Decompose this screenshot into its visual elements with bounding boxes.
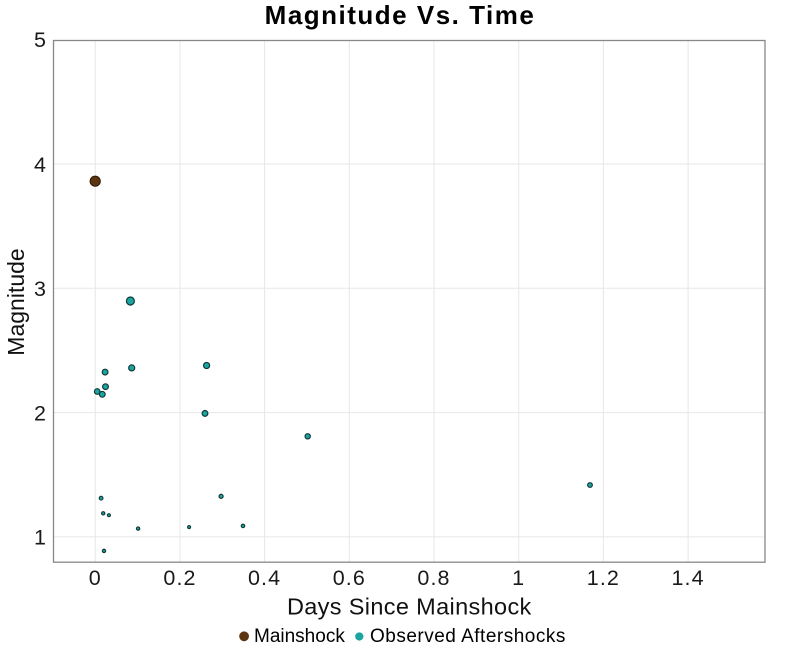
svg-text:Observed Aftershocks: Observed Aftershocks: [370, 626, 566, 647]
svg-text:Magnitude: Magnitude: [3, 248, 29, 355]
svg-text:0: 0: [89, 566, 102, 590]
svg-text:2: 2: [34, 401, 46, 425]
svg-text:0.4: 0.4: [248, 566, 281, 590]
svg-text:1.2: 1.2: [587, 566, 620, 590]
svg-text:Days Since Mainshock: Days Since Mainshock: [287, 594, 532, 620]
svg-text:0.2: 0.2: [163, 566, 196, 590]
svg-text:Magnitude Vs. Time: Magnitude Vs. Time: [265, 0, 536, 30]
svg-text:1: 1: [512, 566, 525, 590]
svg-text:1: 1: [34, 526, 46, 550]
svg-text:1.4: 1.4: [671, 566, 704, 590]
svg-text:5: 5: [34, 28, 46, 52]
svg-text:Mainshock: Mainshock: [254, 626, 345, 647]
svg-text:4: 4: [34, 153, 46, 177]
svg-text:0.6: 0.6: [333, 566, 366, 590]
svg-text:3: 3: [34, 277, 46, 301]
svg-text:0.8: 0.8: [417, 566, 450, 590]
